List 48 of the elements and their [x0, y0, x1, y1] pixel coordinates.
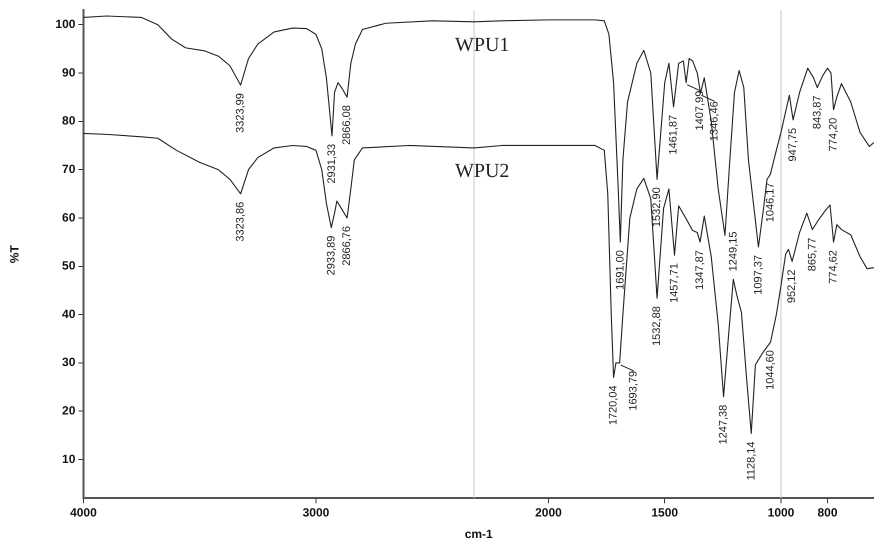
annotation: 1720,04 [608, 385, 620, 426]
x-axis-title: cm-1 [464, 527, 494, 542]
y-axis-title: %T [8, 244, 22, 264]
y-tick-label: 100 [55, 17, 76, 32]
annotation: 1532,88 [651, 306, 664, 346]
y-tick-label: 90 [62, 65, 76, 80]
annotation: 3323,99 [234, 93, 247, 133]
annotation: 1457,71 [668, 263, 681, 303]
y-tick-label: 80 [62, 114, 76, 128]
y-tick-label: 40 [62, 306, 76, 321]
annotation: 1249,15 [727, 232, 740, 272]
annotation: 1247,38 [718, 404, 730, 444]
annotation: 1044,60 [764, 350, 777, 390]
x-tick-label: 1000 [768, 506, 795, 520]
annotation: 1097,37 [752, 254, 764, 295]
annotation: 774,20 [828, 118, 840, 152]
y-tick-label: 70 [62, 162, 76, 176]
annotation: 1046,17 [764, 182, 776, 222]
x-tick-label: 1500 [651, 506, 678, 520]
annotation: 2866,08 [341, 105, 354, 145]
annotation: 843,87 [811, 96, 824, 130]
annotation: 774,62 [828, 250, 840, 284]
y-tick-label: 60 [62, 210, 76, 224]
annotation: 1691,00 [614, 250, 626, 290]
annotation: 1461,87 [668, 114, 680, 155]
annotation: 2931,33 [326, 144, 338, 184]
annotation: 1407,99 [694, 90, 706, 130]
annotation: 2866,76 [341, 226, 354, 266]
x-tick-label: 3000 [302, 506, 330, 520]
series-label: WPU2 [454, 160, 510, 182]
annotation: 3323,86 [234, 202, 247, 242]
y-tick-label: 20 [62, 404, 76, 418]
x-tick-label: 800 [817, 506, 838, 520]
x-tick-label: 4000 [70, 506, 98, 520]
series-label: WPU1 [454, 34, 510, 56]
annotation: 1693,79 [628, 370, 640, 411]
annotation: 947,75 [787, 128, 800, 162]
y-tick-label: 30 [62, 355, 76, 370]
annotation: 2933,89 [325, 236, 338, 276]
annotation: 1347,87 [694, 250, 706, 290]
annotation: 1128,14 [745, 441, 758, 480]
y-tick-label: 10 [62, 452, 76, 466]
x-tick-label: 2000 [535, 506, 562, 520]
annotation: 1532,90 [651, 187, 664, 228]
annotation: 865,77 [806, 238, 818, 272]
annotation: 952,12 [786, 269, 798, 304]
annotation: 1346,46 [708, 101, 721, 142]
y-tick-label: 50 [62, 258, 76, 273]
